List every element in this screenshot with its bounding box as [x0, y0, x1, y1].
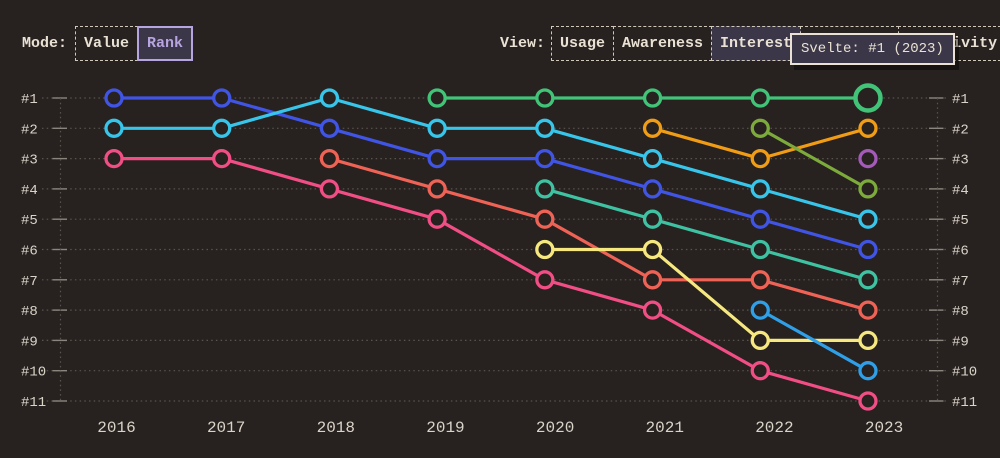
blue-point-2016[interactable]: [104, 88, 124, 108]
hover-tooltip: Svelte: #1 (2023): [790, 33, 955, 65]
pink-point-2017[interactable]: [212, 148, 232, 169]
purple-point-2023[interactable]: [858, 148, 878, 169]
yellow-point-2021[interactable]: [642, 239, 663, 260]
year-label-2021: 2021: [646, 419, 684, 437]
coral-point-2021[interactable]: [642, 270, 663, 290]
teal-point-2022[interactable]: [750, 239, 770, 260]
cyan-point-2017[interactable]: [212, 118, 232, 138]
blue-point-2023[interactable]: [858, 239, 878, 260]
rank-label-right: #6: [952, 244, 969, 260]
mode-toggle-group: Value Rank: [75, 26, 194, 61]
olive-point-2023[interactable]: [858, 179, 878, 199]
rank-label-right: #8: [952, 304, 969, 320]
pink-line: [112, 157, 870, 403]
year-label-2020: 2020: [536, 419, 574, 437]
teal-point-2021[interactable]: [642, 209, 663, 229]
orange-point-2021[interactable]: [642, 118, 663, 138]
cyan-point-2022[interactable]: [750, 179, 770, 199]
view-option-interest[interactable]: Interest: [711, 26, 802, 61]
blue-point-2019[interactable]: [427, 148, 447, 169]
year-label-2016: 2016: [97, 419, 135, 437]
rank-label-left: #6: [21, 244, 38, 260]
coral-point-2022[interactable]: [750, 270, 770, 290]
rank-label-right: #3: [952, 153, 969, 169]
sky-blue-point-2022[interactable]: [750, 300, 770, 320]
olive-line: [758, 126, 870, 191]
cyan-point-2019[interactable]: [427, 118, 447, 138]
pink-point-2022[interactable]: [750, 361, 770, 381]
blue-point-2022[interactable]: [750, 209, 770, 229]
highlighted-Svelte-point-2023[interactable]: [853, 83, 883, 113]
year-label-2019: 2019: [426, 419, 464, 437]
pink-point-2019[interactable]: [427, 209, 447, 229]
rank-label-right: #11: [952, 395, 977, 411]
Svelte-point-2019[interactable]: [427, 88, 447, 108]
orange-point-2023[interactable]: [858, 118, 878, 138]
orange-point-2022[interactable]: [750, 148, 770, 169]
pink-point-2021[interactable]: [642, 300, 663, 320]
rank-label-left: #7: [21, 274, 38, 290]
chart-controls-header: Mode: Value Rank View: Usage Awareness Inte…: [0, 0, 1000, 75]
blue-point-2020[interactable]: [535, 148, 555, 169]
coral-point-2018[interactable]: [319, 148, 340, 169]
Svelte-point-2022[interactable]: [750, 88, 770, 108]
olive-point-2022[interactable]: [750, 118, 770, 138]
rank-label-left: #2: [21, 122, 38, 138]
rank-label-left: #5: [21, 213, 38, 229]
cyan-point-2021[interactable]: [642, 148, 663, 169]
year-label-2018: 2018: [317, 419, 355, 437]
sky-blue-point-2023[interactable]: [858, 361, 878, 381]
rank-label-left: #10: [21, 365, 46, 381]
Svelte-point-2021[interactable]: [642, 88, 663, 108]
teal-point-2020[interactable]: [535, 179, 555, 199]
mode-option-value[interactable]: Value: [75, 26, 139, 61]
blue-point-2021[interactable]: [642, 179, 663, 199]
mode-label: Mode:: [22, 35, 68, 52]
yellow-point-2023[interactable]: [858, 330, 878, 351]
view-label: View:: [500, 35, 546, 52]
cyan-point-2020[interactable]: [535, 118, 555, 138]
pink-point-2016[interactable]: [104, 148, 124, 169]
pink-point-2020[interactable]: [535, 270, 555, 290]
Svelte-point-2020[interactable]: [535, 88, 555, 108]
cyan-point-2016[interactable]: [104, 118, 124, 138]
yellow-point-2022[interactable]: [750, 330, 770, 351]
rank-label-right: #10: [952, 365, 977, 381]
year-label-2023: 2023: [865, 419, 903, 437]
rank-label-left: #11: [21, 395, 46, 411]
teal-point-2023[interactable]: [858, 270, 878, 290]
cyan-point-2018[interactable]: [319, 88, 340, 108]
year-label-2017: 2017: [207, 419, 245, 437]
rank-label-left: #3: [21, 153, 38, 169]
coral-line: [327, 157, 870, 312]
view-option-awareness[interactable]: Awareness: [613, 26, 713, 61]
cyan-point-2023[interactable]: [858, 209, 878, 229]
blue-point-2017[interactable]: [212, 88, 232, 108]
blue-point-2018[interactable]: [319, 118, 340, 138]
coral-point-2019[interactable]: [427, 179, 447, 199]
rank-label-right: #4: [952, 183, 969, 199]
cyan-line: [112, 96, 870, 221]
rank-label-right: #7: [952, 274, 969, 290]
pink-point-2018[interactable]: [319, 179, 340, 199]
view-option-usage[interactable]: Usage: [551, 26, 615, 61]
teal-line: [543, 187, 870, 282]
rank-label-right: #5: [952, 213, 969, 229]
coral-point-2023[interactable]: [858, 300, 878, 320]
rank-label-right: #2: [952, 122, 969, 138]
pink-point-2023[interactable]: [858, 391, 878, 411]
rank-label-left: #4: [21, 183, 38, 199]
year-label-2022: 2022: [755, 419, 793, 437]
rank-label-right: #1: [952, 92, 969, 108]
rank-label-right: #9: [952, 334, 969, 350]
mode-option-rank[interactable]: Rank: [137, 26, 194, 61]
sky-blue-line: [758, 308, 870, 373]
blue-line: [112, 96, 870, 252]
coral-point-2020[interactable]: [535, 209, 555, 229]
yellow-point-2020[interactable]: [535, 239, 555, 260]
rank-label-left: #8: [21, 304, 38, 320]
rank-label-left: #1: [21, 92, 38, 108]
rank-label-left: #9: [21, 334, 38, 350]
